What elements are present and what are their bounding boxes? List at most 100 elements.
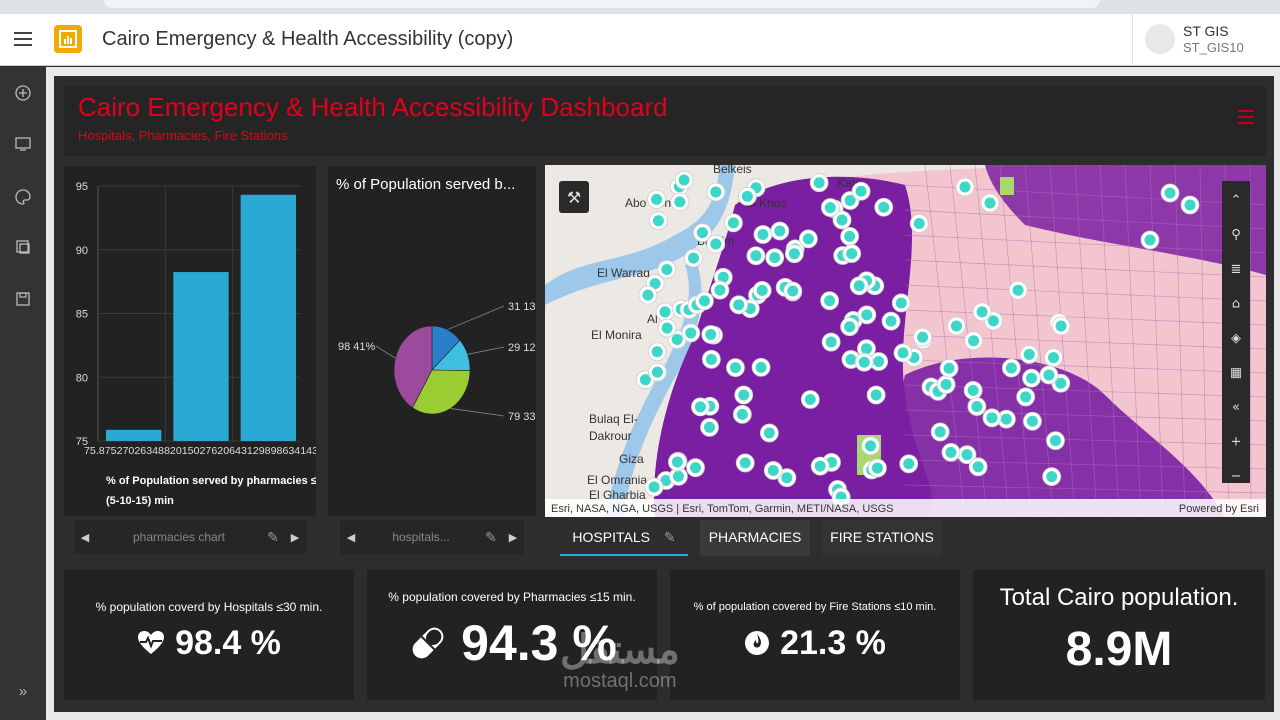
category-tabs: HOSPITALS ✎ PHARMACIES FIRE STATIONS (560, 520, 1260, 558)
hospital-marker (647, 362, 667, 382)
dashboard-title: Cairo Emergency & Health Accessibility D… (78, 92, 668, 122)
user-menu[interactable]: ST GIS ST_GIS10 (1132, 14, 1280, 66)
browser-bar (0, 0, 1280, 14)
layers-icon[interactable]: ◈ (1231, 331, 1241, 346)
pie-chart-panel: % of Population served b... 31 13% 29 12%… (328, 166, 536, 516)
preview-icon[interactable] (14, 239, 32, 257)
pie-label: 98 41% (338, 341, 376, 353)
address-bar[interactable] (104, 0, 1100, 8)
hospital-marker (701, 325, 721, 344)
street (904, 309, 1266, 326)
hospital-marker (657, 318, 677, 338)
hospital-marker (840, 317, 860, 337)
edit-icon[interactable]: ✎ (485, 528, 497, 545)
pie-leader-line (450, 408, 505, 417)
home-icon[interactable]: ⌂ (1232, 297, 1240, 312)
kpi-total-population-title: Total Cairo population. (999, 584, 1239, 611)
app-logo-icon (54, 25, 82, 53)
hospital-marker (941, 442, 961, 462)
tab-hospitals[interactable]: HOSPITALS ✎ (560, 520, 688, 556)
place-label: Dakrour (589, 429, 632, 443)
bar-panel-nav: ◀ pharmacies chart ✎ ▶ (74, 520, 306, 554)
hospital-marker (909, 214, 929, 233)
hospital-marker (842, 244, 862, 263)
hospital-marker (810, 456, 830, 476)
hospital-marker (706, 182, 726, 202)
y-tick-label: 95 (76, 181, 88, 193)
hospital-marker (770, 221, 790, 241)
street (904, 284, 1266, 302)
hospital-marker (746, 246, 766, 266)
hospital-marker (647, 342, 667, 362)
kpi-fire-stations: % of population covered by Fire Stations… (670, 570, 960, 700)
kpi-pharmacies-title: % population covered by Pharmacies ≤15 m… (388, 590, 636, 604)
next-arrow-icon[interactable]: ▶ (508, 531, 518, 544)
palette-icon[interactable] (14, 189, 32, 207)
place-label: El Warraq (597, 266, 650, 280)
collapse-icon[interactable]: ⌃ (1231, 193, 1242, 208)
hospital-marker (669, 466, 688, 486)
hospital-marker (798, 229, 818, 249)
river (545, 165, 735, 305)
menu-icon[interactable] (14, 32, 32, 46)
add-icon[interactable] (14, 85, 32, 103)
hospital-marker (647, 189, 666, 209)
river (605, 263, 702, 517)
kpi-hospitals: % population coverd by Hospitals ≤30 min… (64, 570, 354, 700)
hospital-marker (980, 193, 1000, 213)
header-menu-icon[interactable] (1238, 110, 1254, 124)
next-arrow-icon[interactable]: ▶ (290, 531, 300, 544)
place-label: El Omrania (587, 473, 647, 487)
tab-pharmacies[interactable]: PHARMACIES (700, 520, 810, 556)
street (1074, 165, 1098, 517)
hospital-marker (967, 397, 987, 416)
pie-chart-title: % of Population served b... (336, 176, 516, 193)
hospital-marker (737, 186, 757, 206)
save-icon[interactable] (14, 291, 32, 309)
edit-icon[interactable]: ✎ (267, 528, 279, 545)
place-label: Bulaq El- (589, 412, 638, 426)
prev-arrow-icon[interactable]: ◀ (80, 531, 90, 544)
hospital-marker (820, 198, 840, 217)
hospital-marker (732, 404, 752, 424)
hospital-marker (930, 422, 950, 442)
place-label: El Gharbia (589, 488, 646, 502)
monitor-icon[interactable] (14, 136, 32, 154)
bar (173, 272, 229, 441)
hospital-marker (854, 352, 874, 372)
hospital-marker (874, 197, 894, 217)
hospital-marker (724, 213, 743, 233)
app-header: Cairo Emergency & Health Accessibility (… (0, 14, 1280, 66)
search-icon[interactable]: ⚲ (1231, 228, 1241, 243)
hospital-marker (649, 211, 668, 231)
list-icon[interactable]: ≣ (1231, 262, 1242, 277)
place-label: Al (647, 312, 658, 326)
left-sidebar: » (0, 67, 46, 720)
app-title: Cairo Emergency & Health Accessibility (… (102, 28, 514, 50)
prev-arrow-icon[interactable]: ◀ (346, 531, 356, 544)
user-name: ST GIS (1183, 23, 1229, 39)
y-tick-label: 90 (76, 245, 88, 257)
hospital-marker (1140, 230, 1160, 250)
dashboard-subtitle: Hospitals, Pharmacies, Fire Stations (78, 128, 288, 143)
edit-icon[interactable]: ✎ (663, 529, 676, 545)
tab-fire-stations[interactable]: FIRE STATIONS (822, 520, 942, 556)
zoom-in-icon[interactable]: + (1231, 435, 1242, 450)
place-label: El Monira (591, 328, 642, 342)
zoom-out-icon[interactable]: − (1231, 469, 1242, 484)
chevrons-left-icon[interactable]: « (1232, 400, 1240, 415)
heartbeat-icon (137, 626, 165, 665)
street (1099, 165, 1120, 517)
place-label: Belkeis (713, 165, 752, 176)
hospital-marker (968, 457, 988, 477)
hospital-marker (777, 468, 797, 488)
map-tools-button[interactable]: ⚒ (559, 181, 589, 213)
hospital-marker (893, 343, 913, 363)
expand-icon[interactable]: » (18, 683, 28, 700)
qr-icon[interactable]: ▦ (1230, 366, 1242, 381)
flame-icon (744, 626, 770, 665)
attribution-text: Esri, NASA, NGA, USGS | Esri, TomTom, Ga… (551, 503, 894, 515)
watermark: مستقل mostaql.com (560, 630, 680, 693)
